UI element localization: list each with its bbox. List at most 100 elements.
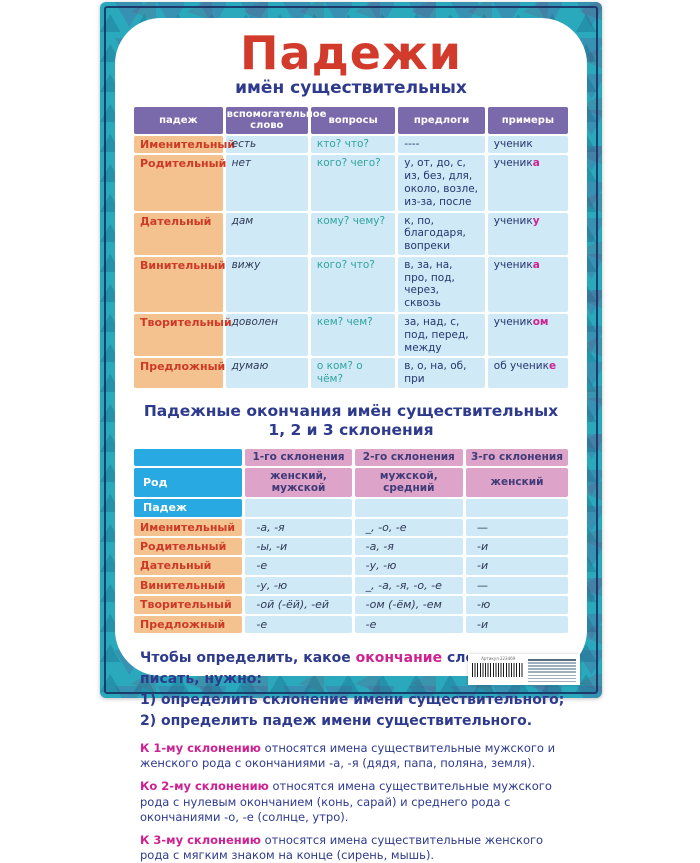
endings-declension-2: -а, -я bbox=[354, 538, 463, 556]
declension-1-header: 1-го склонения bbox=[245, 448, 352, 466]
table-row: Именительный -а, -я _, -о, -е — bbox=[134, 518, 568, 537]
gender-row-label: Род bbox=[134, 467, 243, 498]
endings-declension-1: -е bbox=[245, 557, 352, 575]
endings-declension-1: -а, -я bbox=[245, 518, 352, 537]
table-row: Дательный -е -у, -ю -и bbox=[134, 557, 568, 575]
gender-declension-1: женский, мужской bbox=[245, 467, 352, 498]
case-column-label: Падеж bbox=[134, 499, 243, 517]
auxiliary-word: есть bbox=[225, 135, 308, 154]
cases-table-header-row: падеж вспомогательное слово вопросы пред… bbox=[134, 106, 568, 134]
auxiliary-word: дам bbox=[225, 212, 308, 255]
case-name: Родительный bbox=[134, 155, 226, 211]
endings-declension-3: -и bbox=[466, 557, 568, 575]
case-prepositions: в, о, на, об, при bbox=[398, 358, 485, 389]
case-questions: кем? чем? bbox=[310, 314, 396, 357]
case-prepositions: за, над, с, под, перед, между bbox=[398, 314, 485, 357]
endings-declension-2: -у, -ю bbox=[354, 557, 463, 575]
auxiliary-word: доволен bbox=[225, 314, 308, 357]
case-example: ученик bbox=[487, 135, 568, 154]
case-example: ученика bbox=[487, 256, 568, 313]
instructions-intro: Чтобы определить, какое окончание следуе… bbox=[140, 650, 513, 688]
case-name: Родительный bbox=[134, 538, 243, 556]
section-endings-title: Падежные окончания имён существительных … bbox=[143, 402, 559, 440]
table-row: Родительный -ы, -и -а, -я -и bbox=[134, 538, 568, 556]
table-row: Именительный есть кто? что? ---- ученик bbox=[134, 135, 568, 154]
poster-content: Падежи имён существительных падеж вспомо… bbox=[115, 18, 587, 862]
case-prepositions: у, от, до, с, из, без, для, около, возле… bbox=[398, 155, 485, 211]
case-name: Дательный bbox=[134, 212, 223, 255]
case-questions: кто? что? bbox=[310, 135, 396, 154]
case-example: учеником bbox=[487, 314, 568, 357]
auxiliary-word: нет bbox=[225, 155, 308, 211]
auxiliary-word: вижу bbox=[225, 256, 308, 313]
table-row: Творительный -ой (-ёй), -ей -ом (-ём), -… bbox=[134, 596, 568, 614]
table-row: Дательный дам кому? чему? к, по, благода… bbox=[134, 212, 568, 255]
table-row: Предложный -е -е -и bbox=[134, 615, 568, 634]
case-name: Винительный bbox=[134, 256, 226, 313]
header-questions: вопросы bbox=[310, 106, 396, 134]
endings-declension-1: -ой (-ёй), -ей bbox=[245, 596, 352, 614]
endings-table: 1-го склонения 2-го склонения 3-го склон… bbox=[131, 447, 571, 635]
poster-subtitle: имён существительных bbox=[235, 77, 467, 98]
case-questions: кого? что? bbox=[310, 256, 396, 313]
instructions-step-2: 2) определить падеж имени существительно… bbox=[140, 713, 533, 730]
auxiliary-word: думаю bbox=[225, 358, 308, 389]
endings-declension-3: -и bbox=[466, 615, 568, 634]
case-example: ученику bbox=[487, 212, 568, 255]
endings-declension-3: -ю bbox=[466, 596, 568, 614]
endings-declension-3: -и bbox=[466, 538, 568, 556]
declension-header-row: 1-го склонения 2-го склонения 3-го склон… bbox=[134, 448, 568, 466]
case-name: Творительный bbox=[134, 314, 232, 357]
case-questions: кого? чего? bbox=[310, 155, 396, 211]
table-row: Винительный вижу кого? что? в, за, на, п… bbox=[134, 256, 568, 313]
endings-declension-3: — bbox=[466, 576, 568, 595]
declension-3-header: 3-го склонения bbox=[466, 448, 568, 466]
declension-2-header: 2-го склонения bbox=[354, 448, 463, 466]
case-questions: о ком? о чём? bbox=[310, 358, 396, 389]
article-number: Артикул 223469 bbox=[481, 656, 516, 662]
case-name: Предложный bbox=[134, 615, 243, 634]
table-row: Винительный -у, -ю _, -а, -я, -о, -е — bbox=[134, 576, 568, 595]
note-declension-2: Ко 2-му склонению относятся имена сущест… bbox=[140, 779, 552, 824]
publisher-label: Артикул 223469 bbox=[468, 654, 580, 685]
gender-row: Род женский, мужской мужской, средний же… bbox=[134, 467, 568, 498]
header-case: падеж bbox=[134, 106, 223, 134]
case-row-label: Падеж bbox=[134, 499, 568, 517]
case-name: Винительный bbox=[134, 576, 243, 595]
endings-declension-2: _, -а, -я, -о, -е bbox=[354, 576, 463, 595]
case-name: Именительный bbox=[134, 135, 235, 154]
declension-notes: К 1-му склонению относятся имена существ… bbox=[140, 741, 567, 863]
empty-cell bbox=[354, 499, 463, 517]
empty-cell bbox=[466, 499, 568, 517]
gender-declension-2: мужской, средний bbox=[354, 467, 463, 498]
case-example: ученика bbox=[487, 155, 568, 211]
empty-cell bbox=[245, 499, 352, 517]
endings-declension-1: -у, -ю bbox=[245, 576, 352, 595]
endings-declension-1: -е bbox=[245, 615, 352, 634]
corner-cell bbox=[134, 448, 243, 466]
note-declension-3: К 3-му склонению относятся имена существ… bbox=[140, 832, 544, 863]
header-auxiliary-word: вспомогательное слово bbox=[225, 106, 326, 134]
table-row: Творительный доволен кем? чем? за, над, … bbox=[134, 314, 568, 357]
header-prepositions: предлоги bbox=[398, 106, 485, 134]
endings-declension-3: — bbox=[466, 518, 568, 537]
table-row: Родительный нет кого? чего? у, от, до, с… bbox=[134, 155, 568, 211]
case-name: Дательный bbox=[134, 557, 243, 575]
case-name: Предложный bbox=[134, 358, 225, 389]
case-prepositions: ---- bbox=[398, 135, 485, 154]
table-row: Предложный думаю о ком? о чём? в, о, на,… bbox=[134, 358, 568, 389]
publisher-info-lines bbox=[528, 656, 576, 683]
endings-declension-2: -е bbox=[354, 615, 463, 634]
case-questions: кому? чему? bbox=[310, 212, 396, 255]
endings-declension-1: -ы, -и bbox=[245, 538, 352, 556]
poster-title: Падежи bbox=[240, 26, 462, 80]
gender-declension-3: женский bbox=[466, 467, 568, 498]
endings-declension-2: _, -о, -е bbox=[354, 518, 463, 537]
case-prepositions: к, по, благодаря, вопреки bbox=[398, 212, 485, 255]
cases-table: падеж вспомогательное слово вопросы пред… bbox=[131, 105, 571, 390]
endings-declension-2: -ом (-ём), -ем bbox=[354, 596, 463, 614]
case-example: об ученике bbox=[487, 358, 568, 389]
case-prepositions: в, за, на, про, под, через, сквозь bbox=[398, 256, 485, 313]
header-examples: примеры bbox=[487, 106, 568, 134]
grammar-poster: Падежи имён существительных падеж вспомо… bbox=[100, 2, 602, 862]
